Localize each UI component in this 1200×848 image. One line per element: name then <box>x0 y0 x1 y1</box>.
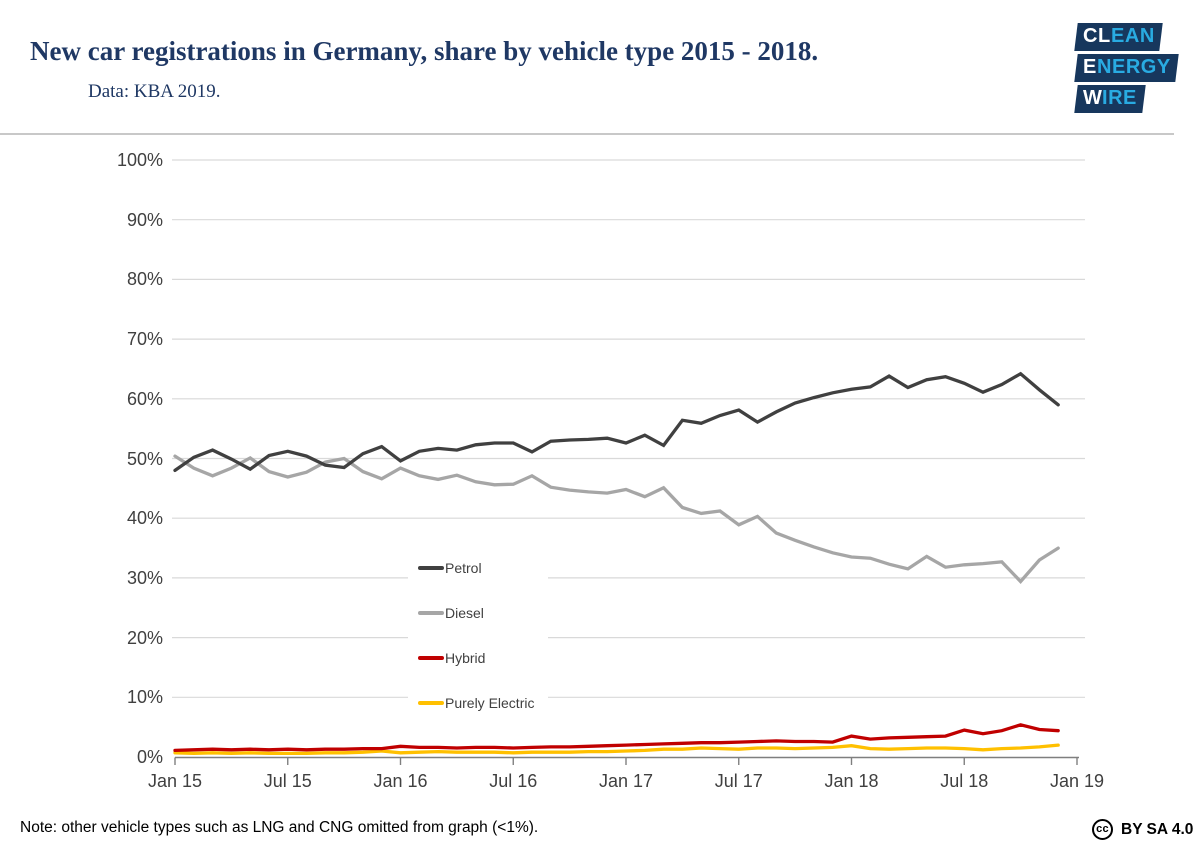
x-axis-label-Jul-15: Jul 15 <box>263 771 312 791</box>
creative-commons-icon: cc <box>1092 819 1113 840</box>
y-axis-label-20: 20% <box>126 627 163 648</box>
header-divider <box>0 133 1174 135</box>
legend-label-hybrid: Hybrid <box>445 650 486 666</box>
legend-box <box>408 552 548 718</box>
x-axis-label-Jan-19: Jan 19 <box>1049 771 1105 791</box>
logo-text-blue: EAN <box>1110 25 1155 47</box>
series-line-purely-electric <box>173 743 1060 756</box>
x-axis-label-Jan-15: Jan 15 <box>147 771 203 791</box>
footnote: Note: other vehicle types such as LNG an… <box>20 819 539 836</box>
series-line-hybrid <box>173 723 1060 753</box>
y-axis-label-70: 70% <box>126 329 163 350</box>
legend-swatch-diesel <box>418 611 444 615</box>
logo-row-2: WIRE <box>1074 85 1146 113</box>
logo-text-white: E <box>1083 56 1097 78</box>
line-chart: 0% 10% 20% 30% 40% 50% 60% 70% 80% 90% 100% Jan 15 J… <box>0 135 1200 800</box>
y-axis-label-50: 50% <box>126 448 163 469</box>
legend-swatch-petrol <box>418 566 444 570</box>
series-line-petrol <box>173 371 1060 473</box>
y-axis-label-60: 60% <box>126 388 163 409</box>
legend-label-petrol: Petrol <box>445 560 482 576</box>
legend-swatch-hybrid <box>418 656 444 660</box>
x-axis-label-Jan-17: Jan 17 <box>598 771 654 791</box>
y-axis-label-80: 80% <box>126 269 163 290</box>
license-badge: cc BY SA 4.0 <box>1092 819 1193 840</box>
legend-label-diesel: Diesel <box>445 605 484 621</box>
y-axis-label-40: 40% <box>126 508 163 529</box>
clean-energy-wire-logo: CLEAN ENERGY WIRE <box>1074 23 1196 116</box>
x-axis-label-Jul-18: Jul 18 <box>940 771 989 791</box>
legend-swatch-purely-electric <box>418 701 444 705</box>
x-axis-label-Jan-18: Jan 18 <box>824 771 879 791</box>
logo-text-blue: NERGY <box>1096 56 1171 78</box>
y-axis-label-100: 100% <box>116 150 163 170</box>
data-source-label: Data: KBA 2019. <box>88 81 221 102</box>
x-axis-label-Jul-16: Jul 16 <box>489 771 538 791</box>
x-axis-label-Jan-16: Jan 16 <box>373 771 428 791</box>
x-axis-label-Jul-17: Jul 17 <box>714 771 763 791</box>
logo-text-white: CL <box>1083 25 1111 47</box>
legend-label-purely-electric: Purely Electric <box>445 695 535 711</box>
y-axis-label-30: 30% <box>126 567 163 588</box>
license-text: BY SA 4.0 <box>1121 820 1194 838</box>
page-title: New car registrations in Germany, share … <box>30 36 819 66</box>
y-axis-label-10: 10% <box>126 687 163 708</box>
logo-row-1: ENERGY <box>1074 54 1180 82</box>
logo-text-blue: IRE <box>1102 87 1138 109</box>
logo-text-white: W <box>1083 87 1103 109</box>
y-axis-label-90: 90% <box>126 209 163 230</box>
logo-row-0: CLEAN <box>1074 23 1164 51</box>
chart-canvas <box>172 159 1085 765</box>
y-axis-label-0: 0% <box>136 747 163 767</box>
